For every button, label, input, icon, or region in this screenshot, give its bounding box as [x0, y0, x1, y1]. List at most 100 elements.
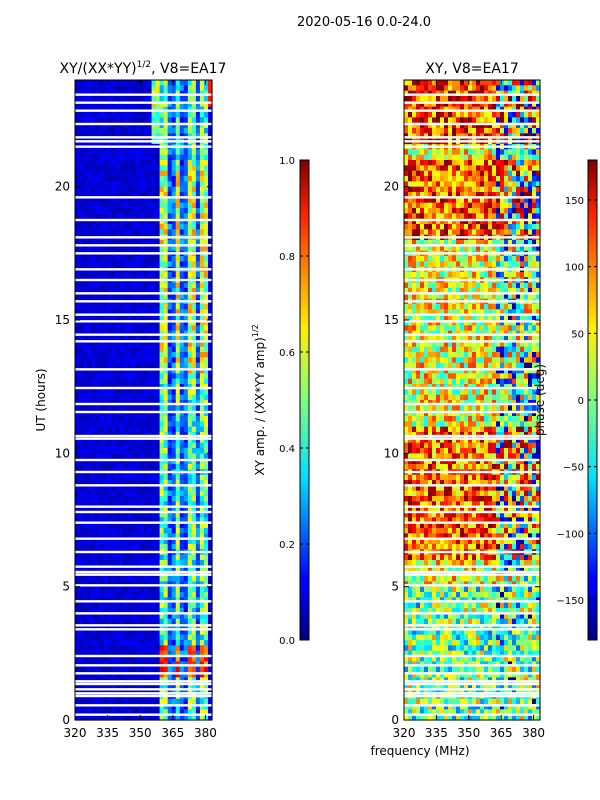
heatmap-cell — [123, 560, 128, 566]
heatmap-cell — [207, 624, 213, 630]
heatmap-cell — [87, 80, 92, 86]
heatmap-cell — [111, 506, 116, 513]
heatmap-cell — [95, 480, 100, 486]
heatmap-cell — [107, 645, 112, 652]
heatmap-cell — [183, 378, 189, 385]
heatmap-cell — [131, 506, 137, 513]
heatmap-cell — [131, 208, 137, 214]
heatmap-cell — [171, 325, 177, 332]
heatmap-cell — [99, 128, 104, 134]
heatmap-cell — [207, 410, 213, 417]
heatmap-cell — [159, 698, 165, 705]
heatmap-cell — [183, 224, 189, 230]
heatmap-cell — [508, 192, 513, 198]
heatmap-cell — [191, 618, 197, 625]
heatmap-cell — [103, 149, 108, 156]
heatmap-cell — [155, 640, 161, 646]
heatmap-cell — [115, 565, 120, 572]
heatmap-cell — [155, 522, 161, 529]
heatmap-cell — [131, 640, 137, 646]
heatmap-cell — [207, 181, 213, 188]
heatmap-cell — [127, 528, 133, 534]
heatmap-cell — [199, 186, 205, 193]
heatmap-cell — [123, 704, 128, 710]
heatmap-cell — [163, 314, 169, 321]
heatmap-cell — [171, 304, 177, 310]
heatmap-cell — [167, 538, 173, 545]
heatmap-cell — [111, 304, 116, 310]
heatmap-cell — [528, 186, 533, 193]
heatmap-cell — [524, 165, 529, 172]
heatmap-cell — [123, 160, 128, 166]
heatmap-cell — [187, 544, 193, 550]
heatmap-cell — [127, 261, 133, 268]
heatmap-cell — [183, 437, 189, 444]
heatmap-cell — [187, 640, 193, 646]
heatmap-cell — [143, 304, 149, 310]
heatmap-cell — [167, 565, 173, 572]
heatmap-cell — [103, 128, 108, 134]
heatmap-cell — [87, 96, 92, 102]
heatmap-cell — [103, 101, 108, 108]
heatmap-cell — [99, 474, 104, 481]
heatmap-cell — [123, 128, 128, 134]
heatmap-cell — [464, 128, 469, 134]
heatmap-cell — [207, 704, 213, 710]
heatmap-cell — [187, 224, 193, 230]
heatmap-cell — [207, 416, 213, 422]
heatmap-cell — [135, 538, 141, 545]
heatmap-cell — [199, 714, 205, 721]
heatmap-cell — [203, 640, 209, 646]
heatmap-cell — [207, 336, 213, 342]
heatmap-cell — [159, 389, 165, 396]
heatmap-cell — [171, 650, 177, 657]
heatmap-cell — [195, 373, 201, 380]
heatmap-cell — [175, 112, 181, 118]
heatmap-cell — [127, 208, 133, 214]
heatmap-cell — [79, 346, 84, 353]
heatmap-cell — [171, 197, 177, 204]
heatmap-cell — [179, 709, 185, 716]
heatmap-cell — [440, 170, 445, 177]
heatmap-cell — [167, 629, 173, 636]
heatmap-cell — [452, 170, 457, 177]
heatmap-cell — [183, 496, 189, 502]
heatmap-cell — [528, 85, 533, 92]
heatmap-cell — [476, 186, 481, 193]
heatmap-cell — [103, 362, 108, 369]
heatmap-cell — [95, 128, 100, 134]
heatmap-cell — [480, 128, 485, 134]
heatmap-cell — [195, 186, 201, 193]
heatmap-cell — [207, 261, 213, 268]
heatmap-cell — [448, 181, 453, 188]
heatmap-cell — [155, 437, 161, 444]
heatmap-cell — [167, 346, 173, 353]
heatmap-cell — [91, 629, 96, 636]
heatmap-cell — [175, 213, 181, 220]
heatmap-cell — [203, 650, 209, 657]
heatmap-cell — [159, 362, 165, 369]
heatmap-cell — [131, 368, 137, 374]
heatmap-cell — [75, 101, 80, 108]
heatmap-cell — [191, 698, 197, 705]
heatmap-cell — [536, 160, 541, 166]
heatmap-cell — [95, 496, 100, 502]
heatmap-cell — [151, 426, 157, 433]
heatmap-cell — [159, 154, 165, 161]
heatmap-cell — [163, 96, 169, 102]
heatmap-cell — [199, 213, 205, 220]
heatmap-cell — [79, 218, 84, 225]
heatmap-cell — [199, 122, 205, 129]
heatmap-cell — [207, 533, 213, 540]
heatmap-cell — [75, 362, 80, 369]
heatmap-cell — [199, 698, 205, 705]
heatmap-cell — [183, 656, 189, 662]
heatmap-cell — [155, 544, 161, 550]
heatmap-cell — [203, 544, 209, 550]
heatmap-cell — [143, 480, 149, 486]
heatmap-cell — [127, 602, 133, 609]
heatmap-cell — [444, 96, 449, 102]
heatmap-cell — [159, 181, 165, 188]
heatmap-cell — [95, 85, 100, 92]
heatmap-cell — [155, 128, 161, 134]
